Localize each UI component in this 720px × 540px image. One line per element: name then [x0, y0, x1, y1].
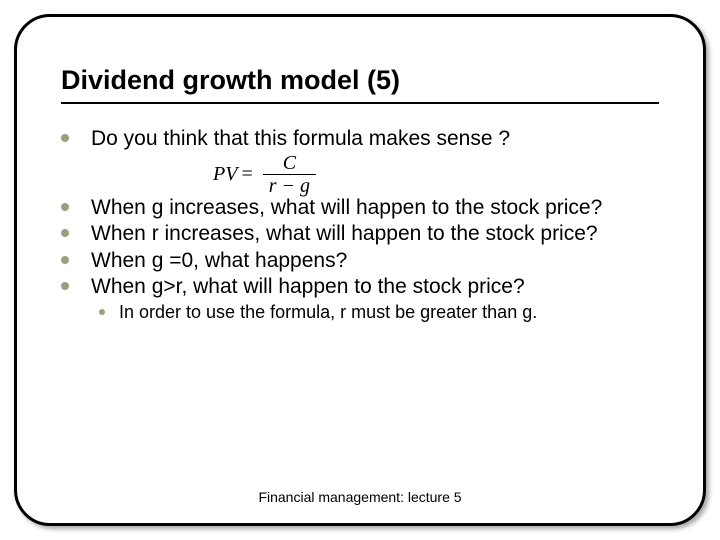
bullet-item: When g increases, what will happen to th…: [61, 195, 659, 221]
formula-region: PV = C r − g: [61, 153, 659, 195]
bullet-item: Do you think that this formula makes sen…: [61, 126, 659, 152]
formula-denominator: r − g: [263, 176, 316, 196]
slide-title: Dividend growth model (5): [61, 53, 659, 104]
sub-bullet-item: In order to use the formula, r must be g…: [99, 302, 659, 324]
bullet-icon: [61, 282, 69, 290]
bullet-text: When r increases, what will happen to th…: [91, 221, 659, 247]
bullet-item: When g =0, what happens?: [61, 248, 659, 274]
bullet-text: When g =0, what happens?: [91, 248, 659, 274]
bullet-icon: [61, 229, 69, 237]
bullet-icon: [61, 256, 69, 264]
bullet-item: When r increases, what will happen to th…: [61, 221, 659, 247]
bullet-icon: [99, 309, 105, 315]
formula: PV = C r − g: [213, 153, 316, 196]
bullet-icon: [61, 134, 69, 142]
bullet-text: When g>r, what will happen to the stock …: [91, 274, 659, 300]
bullet-item: When g>r, what will happen to the stock …: [61, 274, 659, 300]
slide-content: Do you think that this formula makes sen…: [61, 126, 659, 324]
bullet-text: When g increases, what will happen to th…: [91, 195, 659, 221]
bullet-text: Do you think that this formula makes sen…: [91, 126, 659, 152]
formula-eq: =: [241, 163, 252, 186]
slide-footer: Financial management: lecture 5: [17, 489, 703, 505]
bullet-icon: [61, 203, 69, 211]
formula-lhs: PV: [213, 163, 237, 186]
formula-fraction: C r − g: [263, 153, 316, 196]
slide-frame: Dividend growth model (5) Do you think t…: [14, 14, 706, 526]
sub-bullet-text: In order to use the formula, r must be g…: [119, 302, 659, 324]
formula-numerator: C: [277, 153, 302, 173]
